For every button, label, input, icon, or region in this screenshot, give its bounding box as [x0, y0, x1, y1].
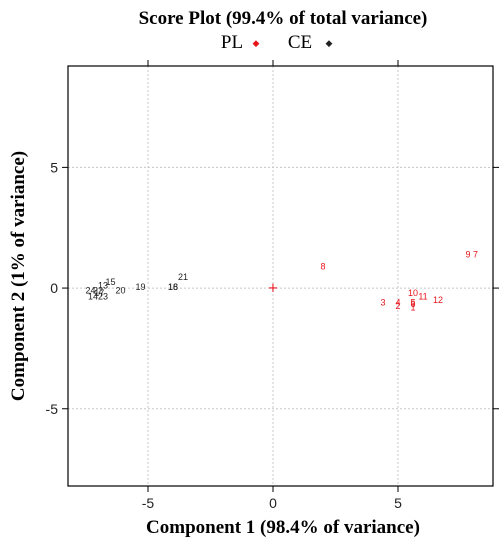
point-label-pl: 3	[380, 298, 385, 308]
point-label-pl: 6	[410, 299, 415, 309]
point-label-ce: 16	[168, 282, 178, 292]
legend-label-ce: CE	[288, 32, 312, 53]
point-label-ce: 24	[85, 285, 95, 295]
legend: PL ◆ CE ◆	[221, 32, 333, 53]
point-label-ce: 18	[168, 282, 178, 292]
point-label-ce: 21	[178, 272, 188, 282]
point-label-pl: 8	[320, 261, 325, 271]
point-label-pl: 7	[473, 249, 478, 259]
x-axis-label: Component 1 (98.4% of variance)	[146, 517, 420, 538]
point-label-pl: 5	[410, 298, 415, 308]
point-label-ce: 22	[93, 285, 103, 295]
legend-marker-pl: ◆	[253, 38, 260, 48]
point-label-ce: 19	[135, 282, 145, 292]
y-axis-label: Component 2 (1% of variance)	[8, 151, 29, 401]
point-label-pl: 10	[408, 288, 418, 298]
axis-ticks: -5 0 5 -5 0 5	[46, 60, 499, 511]
legend-label-pl: PL	[221, 32, 243, 53]
point-label-pl: 1	[410, 302, 415, 312]
y-tick-label: 0	[50, 280, 58, 296]
point-label-ce: 23	[98, 292, 108, 302]
y-tick-label: -5	[46, 401, 59, 417]
point-label-pl: 9	[465, 249, 470, 259]
point-label-ce: 17	[94, 288, 104, 298]
point-label-pl: 11	[418, 292, 427, 302]
point-label-ce: 15	[105, 277, 115, 287]
plot-frame	[67, 65, 494, 487]
point-label-pl: 2	[395, 301, 400, 311]
legend-marker-ce: ◆	[326, 38, 333, 48]
point-label-ce: 20	[115, 285, 125, 295]
x-tick-label: 5	[394, 495, 402, 511]
x-tick-label: 0	[269, 495, 277, 511]
center-marker: +	[268, 281, 279, 296]
point-label-ce: 14	[88, 292, 98, 302]
point-label-pl: 12	[433, 295, 443, 305]
y-tick-label: 5	[50, 159, 58, 175]
grid-lines	[68, 66, 493, 486]
point-label-ce: 13	[98, 281, 108, 291]
x-tick-label: -5	[142, 495, 155, 511]
chart-title: Score Plot (99.4% of total variance)	[139, 8, 428, 29]
point-label-pl: 4	[395, 298, 400, 308]
